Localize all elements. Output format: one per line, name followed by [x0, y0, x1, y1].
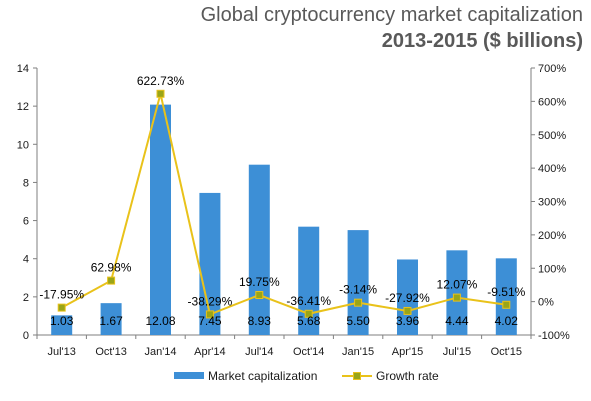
line-point — [452, 293, 461, 302]
y-right-tick-label: 500% — [538, 130, 566, 142]
bar — [199, 192, 221, 335]
bar — [298, 226, 320, 335]
line-point — [205, 310, 214, 319]
growth-value-label: 62.98% — [91, 261, 132, 275]
bar-value-label: 4.44 — [445, 314, 469, 328]
chart-subtitle: 2013-2015 ($ billions) — [381, 30, 583, 52]
bar — [397, 259, 418, 335]
bar — [100, 303, 122, 335]
chart-legend: Market capitalization Growth rate — [174, 369, 439, 383]
bar-value-label: 1.03 — [50, 314, 74, 328]
y-left-tick-label: 8 — [23, 177, 29, 189]
bar-series — [51, 104, 517, 335]
line-series — [57, 89, 511, 319]
bar — [446, 250, 468, 335]
y-right-tick-label: -100% — [538, 330, 570, 342]
growth-value-label: 622.73% — [137, 74, 185, 88]
y-left-tick-label: 14 — [17, 63, 29, 75]
chart-title-block: Global cryptocurrency market capitalizat… — [201, 2, 583, 54]
line-point — [403, 306, 412, 315]
growth-rate-line — [61, 93, 507, 316]
y-left-tick-label: 10 — [17, 139, 29, 151]
growth-value-label: -3.14% — [339, 283, 377, 297]
x-tick-label: Apr'15 — [392, 346, 423, 358]
x-tick-label: Jul'13 — [47, 346, 75, 358]
legend-bar-swatch — [174, 372, 204, 379]
y-right-tick-label: 400% — [538, 163, 566, 175]
y-right-tick-label: 300% — [538, 197, 566, 209]
y-left-tick-label: 6 — [23, 216, 29, 228]
growth-value-label: 12.07% — [437, 278, 478, 292]
y-left-tick-label: 0 — [23, 330, 29, 342]
x-tick-label: Jul'15 — [443, 346, 471, 358]
y-right-tick-label: 200% — [538, 230, 566, 242]
bar-value-label: 5.68 — [297, 314, 321, 328]
line-point — [354, 298, 363, 307]
bar — [150, 104, 171, 335]
bar — [248, 164, 270, 335]
y-right-tick-label: 600% — [538, 96, 566, 108]
y-right-tick-label: 100% — [538, 263, 566, 275]
bar — [495, 258, 517, 335]
growth-value-label: 19.75% — [239, 275, 280, 289]
y-left-tick-label: 12 — [17, 101, 29, 113]
x-tick-label: Apr'14 — [194, 346, 225, 358]
y-right-tick-label: 700% — [538, 63, 566, 75]
line-point — [255, 291, 264, 300]
line-point — [304, 309, 313, 318]
bar-value-label: 3.96 — [396, 314, 420, 328]
legend-line-label: Growth rate — [376, 369, 439, 383]
x-tick-label: Jan'14 — [144, 346, 176, 358]
x-tick-label: Jul'14 — [245, 346, 273, 358]
growth-value-label: -27.92% — [385, 291, 430, 305]
line-point — [107, 276, 116, 285]
chart-title: Global cryptocurrency market capitalizat… — [200, 4, 583, 26]
line-point — [502, 300, 511, 309]
bar — [51, 315, 73, 335]
bar-value-label: 8.93 — [248, 314, 272, 328]
bar-value-label: 4.02 — [495, 314, 519, 328]
y-left-tick-label: 2 — [23, 292, 29, 304]
bar-value-label: 1.67 — [99, 314, 123, 328]
x-tick-label: Oct'14 — [293, 346, 324, 358]
bar-value-label: 5.50 — [346, 314, 370, 328]
line-point — [156, 89, 165, 98]
x-tick-label: Oct'13 — [95, 346, 126, 358]
x-tick-label: Oct'15 — [491, 346, 522, 358]
y-left-tick-label: 4 — [23, 254, 29, 266]
data-labels: 1.03 1.67 12.08 7.45 8.93 5.68 5.50 3.96 4.44 4.0… — [39, 74, 525, 328]
growth-value-label: -36.41% — [286, 294, 331, 308]
growth-value-label: -9.51% — [487, 285, 525, 299]
y-right-tick-label: 0% — [538, 297, 554, 309]
legend-line-marker — [353, 372, 361, 380]
bar-value-label: 7.45 — [198, 314, 222, 328]
bar-value-label: 12.08 — [145, 314, 175, 328]
x-tick-label: Jan'15 — [342, 346, 374, 358]
line-point — [57, 303, 66, 312]
growth-value-label: -38.29% — [188, 294, 233, 308]
bar — [347, 230, 369, 335]
legend-bar-label: Market capitalization — [208, 369, 317, 383]
growth-value-label: -17.95% — [39, 288, 84, 302]
